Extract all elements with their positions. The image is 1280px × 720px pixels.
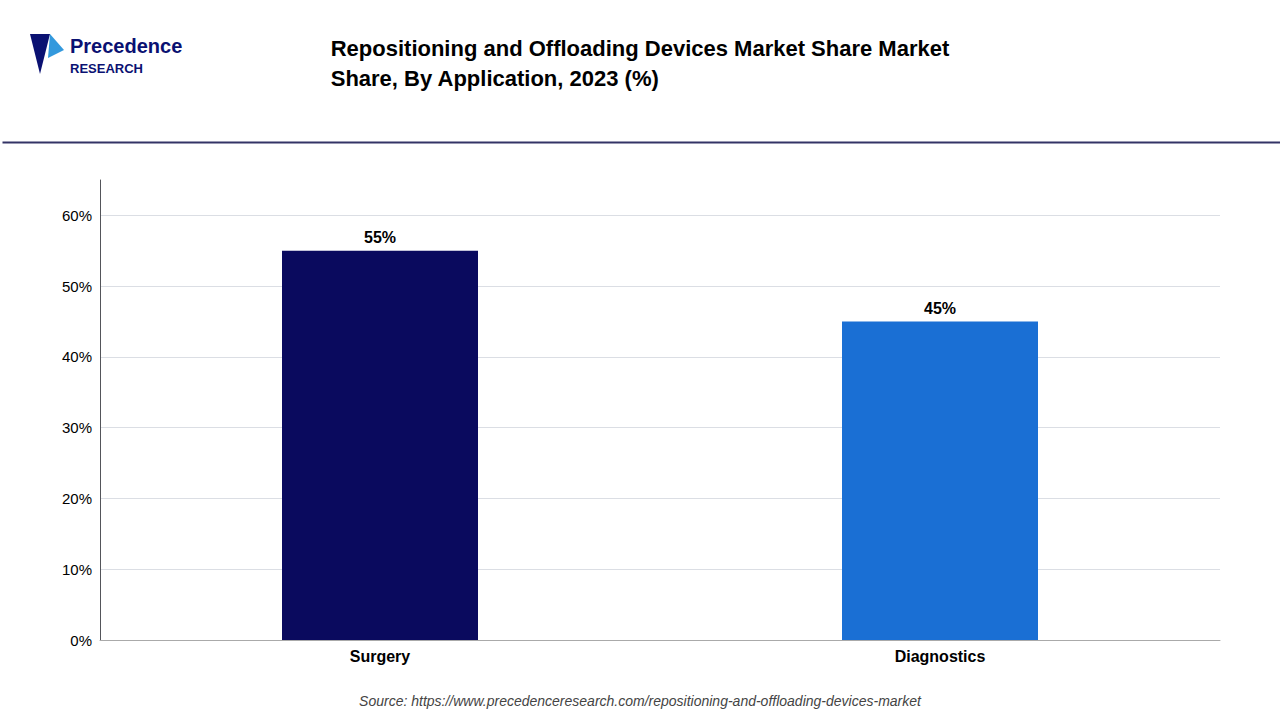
- svg-text:Source: https://www.precedence: Source: https://www.precedenceresearch.c…: [359, 693, 922, 709]
- svg-text:20%: 20%: [62, 490, 92, 507]
- svg-text:Surgery: Surgery: [350, 648, 411, 665]
- svg-text:50%: 50%: [62, 278, 92, 295]
- svg-text:RESEARCH: RESEARCH: [70, 61, 143, 76]
- svg-text:40%: 40%: [62, 348, 92, 365]
- svg-text:10%: 10%: [62, 561, 92, 578]
- svg-text:Diagnostics: Diagnostics: [895, 648, 986, 665]
- svg-text:Share, By Application, 2023 (%: Share, By Application, 2023 (%): [331, 66, 659, 91]
- svg-text:55%: 55%: [364, 229, 396, 246]
- svg-text:60%: 60%: [62, 207, 92, 224]
- svg-text:0%: 0%: [70, 632, 92, 649]
- svg-text:Repositioning and Offloading D: Repositioning and Offloading Devices Mar…: [331, 36, 950, 61]
- svg-text:30%: 30%: [62, 419, 92, 436]
- svg-text:45%: 45%: [924, 300, 956, 317]
- svg-text:Precedence: Precedence: [70, 35, 182, 57]
